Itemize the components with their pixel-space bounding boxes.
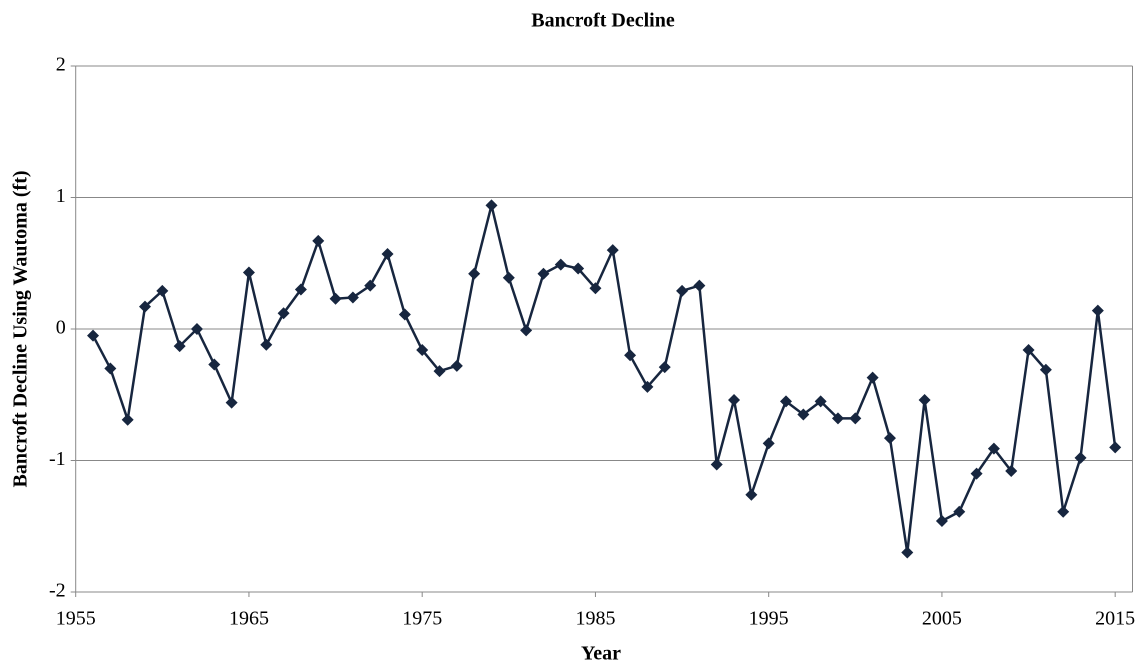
marker bbox=[676, 284, 689, 297]
marker bbox=[710, 458, 723, 471]
x-tick-label: 2015 bbox=[1095, 608, 1135, 630]
marker bbox=[728, 394, 741, 407]
marker bbox=[606, 244, 619, 257]
marker bbox=[849, 412, 862, 425]
marker bbox=[641, 380, 654, 393]
marker bbox=[1091, 304, 1104, 317]
x-tick-label: 2005 bbox=[922, 608, 962, 630]
x-axis-label: Year bbox=[581, 643, 621, 665]
marker bbox=[87, 329, 100, 342]
marker bbox=[156, 284, 169, 297]
marker bbox=[745, 488, 758, 501]
x-tick-label: 1985 bbox=[575, 608, 615, 630]
marker bbox=[554, 258, 567, 271]
chart-title: Bancroft Decline bbox=[531, 10, 675, 32]
marker bbox=[346, 291, 359, 304]
marker bbox=[693, 279, 706, 292]
marker bbox=[104, 362, 117, 375]
marker bbox=[242, 266, 255, 279]
marker bbox=[797, 408, 810, 421]
marker bbox=[762, 437, 775, 450]
marker bbox=[572, 262, 585, 275]
marker bbox=[208, 358, 221, 371]
marker bbox=[190, 323, 203, 335]
marker bbox=[138, 300, 151, 313]
marker bbox=[173, 340, 186, 353]
y-tick-label: -1 bbox=[49, 448, 66, 470]
y-tick-label: 2 bbox=[56, 54, 66, 76]
marker bbox=[312, 234, 325, 247]
marker bbox=[831, 412, 844, 425]
marker bbox=[970, 467, 983, 480]
marker bbox=[537, 267, 550, 280]
marker bbox=[260, 338, 273, 351]
marker bbox=[987, 442, 1000, 455]
y-axis-label: Bancroft Decline Using Wautoma (ft) bbox=[10, 170, 32, 487]
marker bbox=[416, 344, 429, 357]
marker bbox=[329, 292, 342, 305]
marker bbox=[589, 282, 602, 295]
marker bbox=[901, 546, 914, 559]
marker bbox=[294, 283, 307, 296]
marker bbox=[433, 365, 446, 378]
x-tick-label: 1955 bbox=[56, 608, 96, 630]
marker bbox=[485, 199, 498, 212]
marker bbox=[381, 248, 394, 261]
marker bbox=[935, 514, 948, 527]
marker bbox=[918, 394, 931, 407]
x-tick-label: 1975 bbox=[402, 608, 442, 630]
marker bbox=[883, 432, 896, 445]
marker bbox=[520, 324, 533, 337]
y-tick-label: -2 bbox=[49, 580, 66, 602]
marker bbox=[225, 396, 238, 409]
marker bbox=[1022, 344, 1035, 357]
line bbox=[91, 205, 1117, 553]
marker bbox=[1074, 451, 1087, 464]
marker bbox=[814, 395, 827, 408]
x-tick-label: 1965 bbox=[229, 608, 269, 630]
marker bbox=[1005, 465, 1018, 478]
x-tick-label: 1995 bbox=[749, 608, 789, 630]
marker bbox=[1057, 505, 1070, 518]
marker bbox=[780, 395, 793, 408]
marker bbox=[502, 271, 515, 284]
marker bbox=[450, 359, 463, 372]
marker bbox=[468, 267, 481, 280]
marker bbox=[624, 349, 637, 362]
marker bbox=[121, 413, 134, 426]
marker bbox=[398, 308, 411, 321]
marker bbox=[658, 361, 671, 374]
marker bbox=[1109, 441, 1122, 454]
marker bbox=[866, 371, 879, 384]
marker bbox=[1039, 363, 1052, 376]
marker bbox=[953, 505, 966, 518]
y-tick-label: 1 bbox=[56, 185, 66, 207]
y-tick-label: 0 bbox=[56, 317, 66, 339]
marker bbox=[277, 307, 290, 320]
marker bbox=[364, 279, 377, 292]
